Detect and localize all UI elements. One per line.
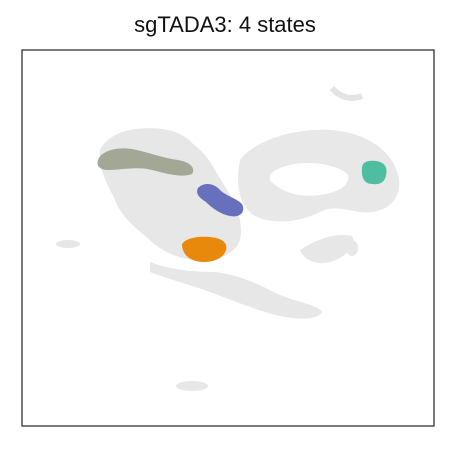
state-2-cluster [197, 184, 244, 217]
background-cluster-ring [238, 129, 400, 222]
background-cluster-crescent [329, 85, 364, 101]
background-island-bottom [176, 381, 208, 391]
state-4-cluster [361, 160, 387, 185]
background-cluster-lower [150, 262, 322, 319]
state-3-cluster [182, 236, 227, 262]
background-island-left [56, 240, 80, 248]
background-cluster-streak [300, 234, 354, 264]
background-island-satellite [346, 240, 358, 256]
chart-title: sgTADA3: 4 states [134, 12, 316, 37]
state-1-cluster [97, 148, 194, 176]
